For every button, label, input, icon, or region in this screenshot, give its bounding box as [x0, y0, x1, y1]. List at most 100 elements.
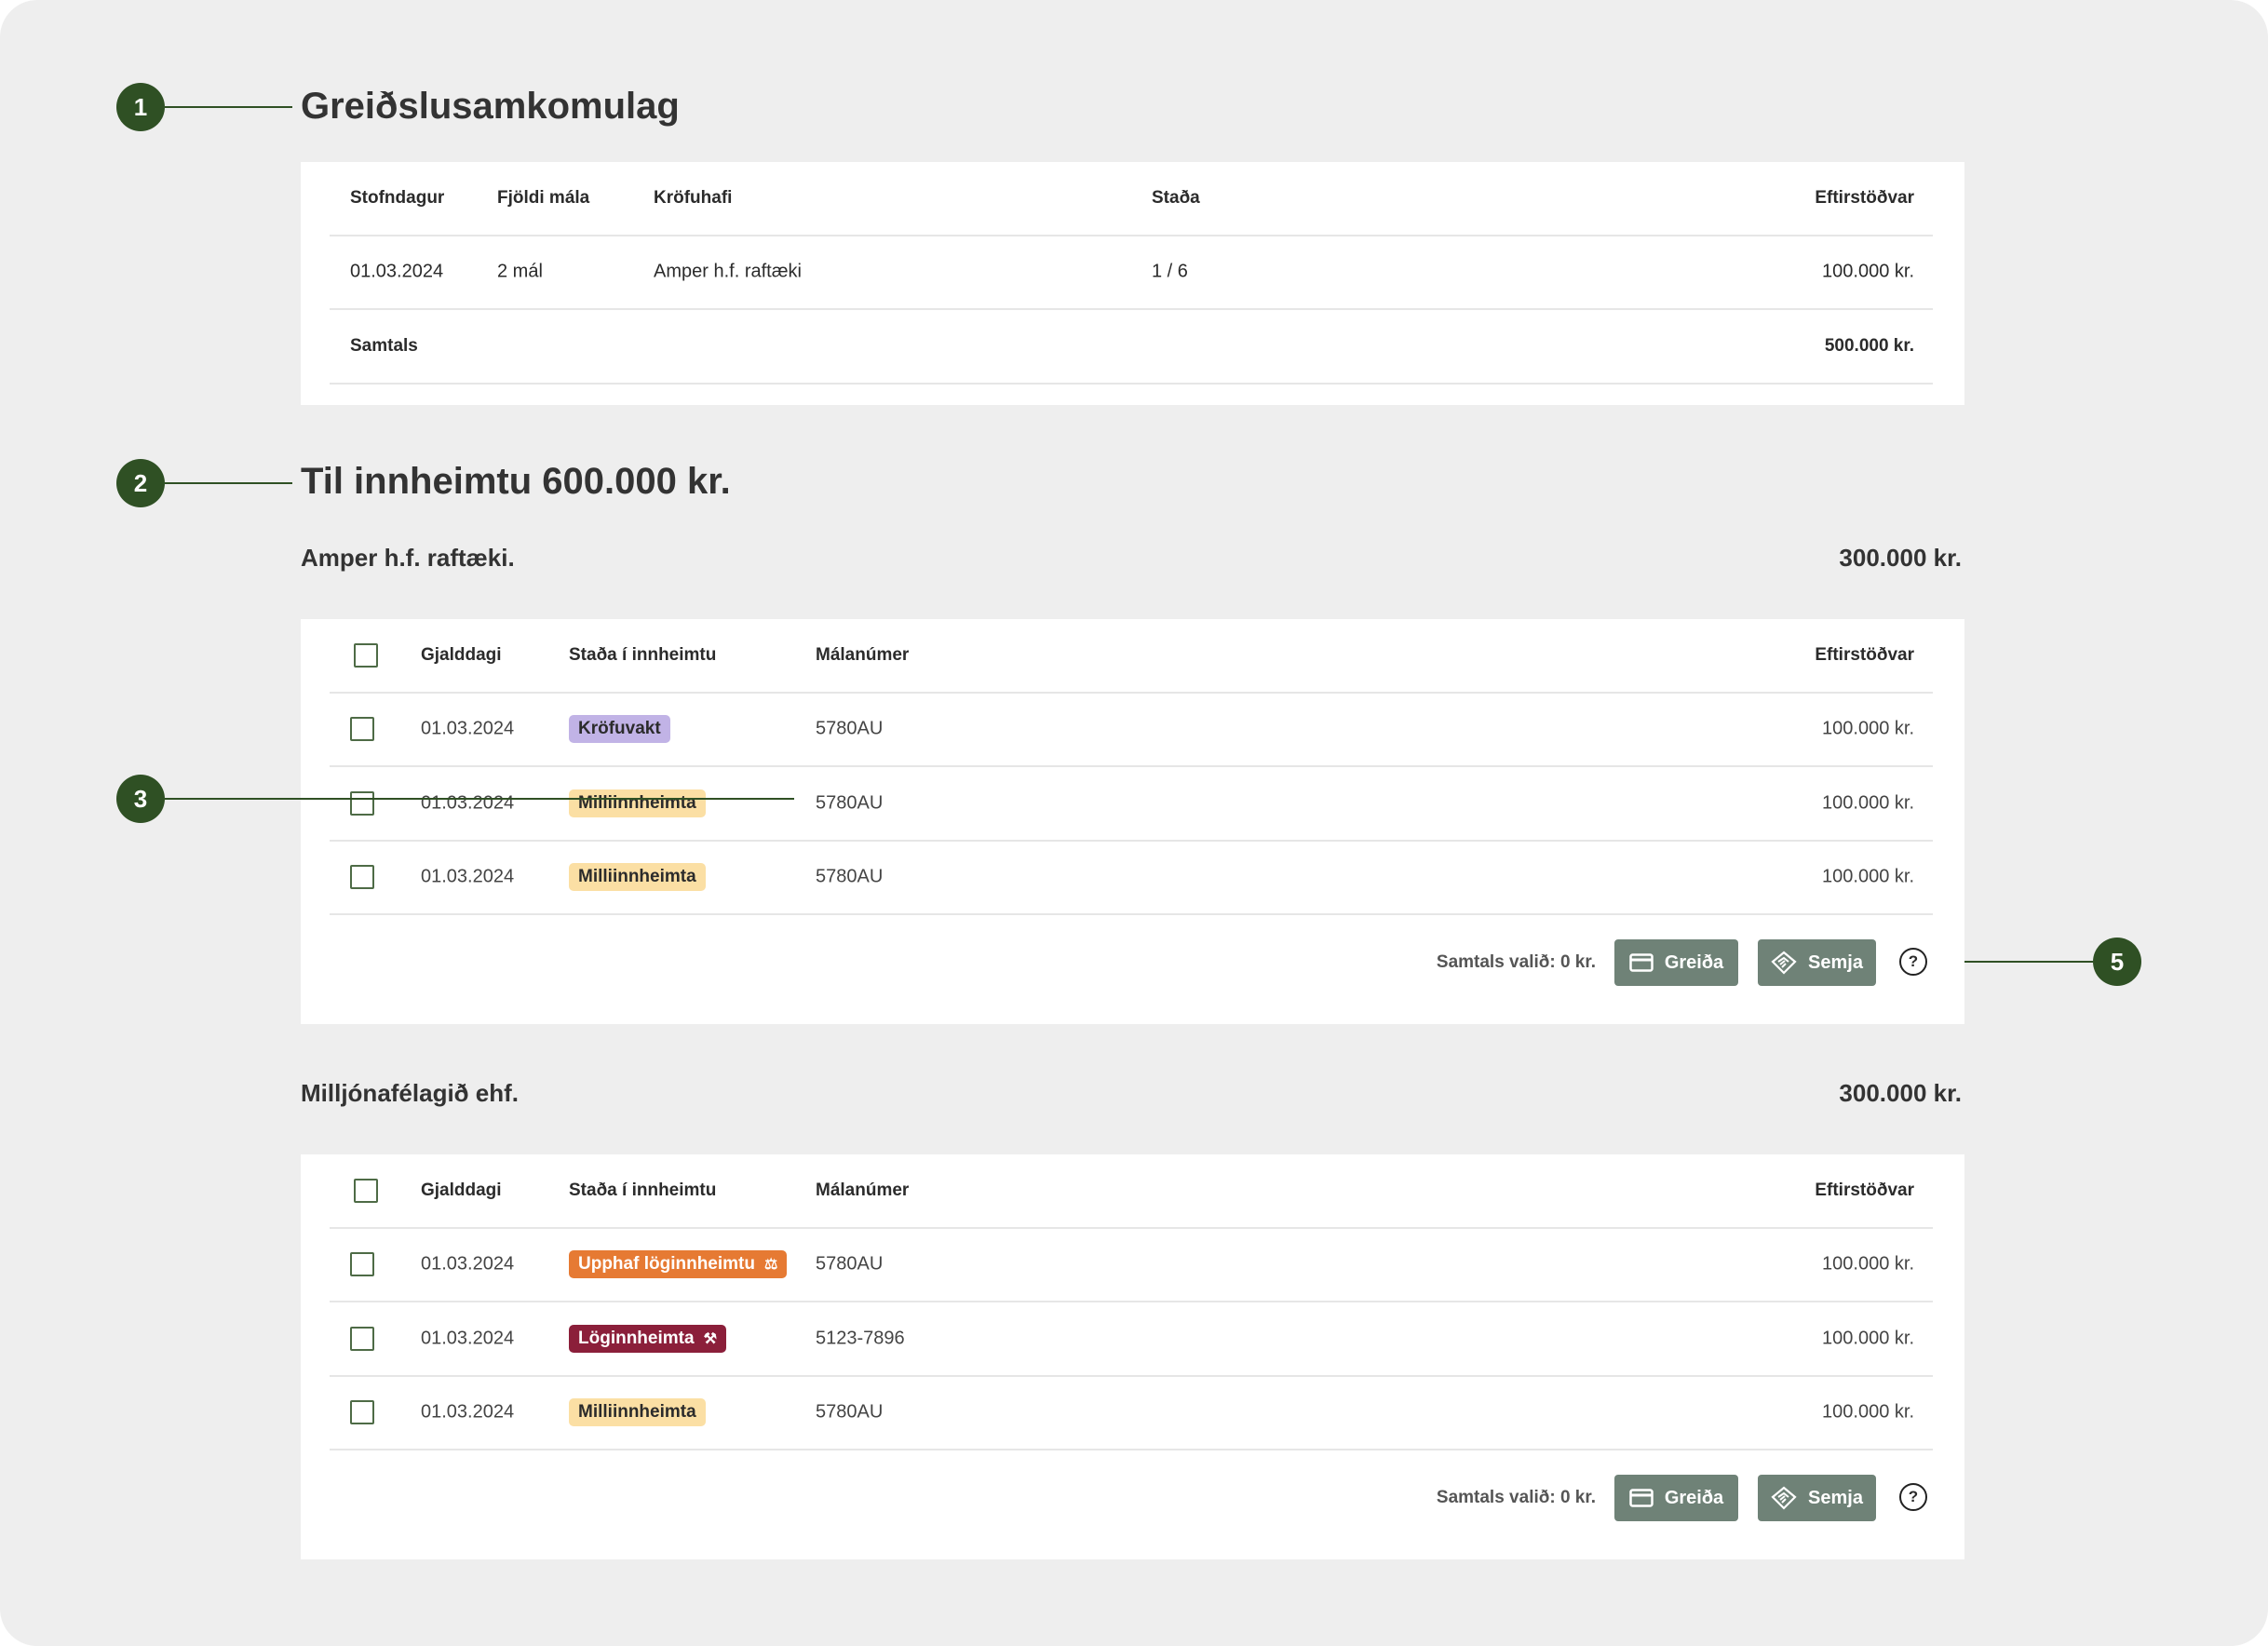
col-stofndagur: Stofndagur [350, 187, 445, 208]
cell-due-date: 01.03.2024 [421, 1253, 515, 1275]
cell-case-number: 5123-7896 [816, 1328, 905, 1349]
row-checkbox[interactable] [350, 1400, 374, 1425]
creditor-card: Gjalddagi Staða í innheimtu Málanúmer Ef… [301, 1154, 1964, 1559]
status-label: Milliinnheimta [578, 1402, 696, 1423]
cell-due-date: 01.03.2024 [421, 718, 515, 739]
col-fjoldi-mala: Fjöldi mála [497, 187, 590, 208]
status-badge: Kröfuvakt [569, 715, 670, 744]
cell-case-number: 5780AU [816, 792, 884, 814]
pay-button[interactable]: Greiða [1614, 1475, 1738, 1521]
selected-total: Samtals valið: 0 kr. [1436, 1488, 1596, 1507]
status-badge: Upphaf löginnheimtu ⚖ [569, 1250, 788, 1279]
status-badge: Milliinnheimta [569, 1398, 706, 1427]
cell-creditor: Amper h.f. raftæki [654, 261, 802, 282]
row-checkbox[interactable] [350, 865, 374, 890]
cell-balance: 100.000 kr. [1822, 718, 1914, 739]
row-checkbox[interactable] [350, 717, 374, 742]
agreement-total-row: Samtals 500.000 kr. [330, 310, 1933, 385]
scales-icon: ⚖ [763, 1257, 778, 1274]
pay-button[interactable]: Greiða [1614, 939, 1738, 986]
status-label: Upphaf löginnheimtu [578, 1254, 755, 1275]
cell-case-number: 5780AU [816, 866, 884, 887]
claim-row[interactable]: 01.03.2024 Milliinnheimta 5780AU 100.000 kr… [330, 842, 1933, 915]
cell-status: 1 / 6 [1152, 261, 1188, 282]
status-label: Milliinnheimta [578, 867, 696, 887]
col-gjalddagi: Gjalddagi [421, 1180, 502, 1200]
collection-title: Til innheimtu 600.000 kr. [301, 461, 731, 502]
annotation-marker-5: 5 [2093, 938, 2141, 986]
annotation-marker-2: 2 [116, 459, 165, 507]
cell-case-number: 5780AU [816, 1401, 884, 1423]
creditor-name: Amper h.f. raftæki. [301, 544, 515, 572]
cell-due-date: 01.03.2024 [421, 866, 515, 887]
claims-table: Gjalddagi Staða í innheimtu Málanúmer Ef… [330, 1154, 1933, 1450]
cell-count: 2 mál [497, 261, 543, 282]
claim-row[interactable]: 01.03.2024 Kröfuvakt 5780AU 100.000 kr. [330, 694, 1933, 767]
cell-balance: 100.000 kr. [1822, 1328, 1914, 1349]
handshake-icon [1771, 951, 1797, 975]
total-label: Samtals [350, 335, 418, 356]
row-checkbox[interactable] [350, 790, 374, 816]
cell-case-number: 5780AU [816, 718, 884, 739]
row-checkbox[interactable] [350, 1326, 374, 1351]
col-eftirstodvar: Eftirstöðvar [1815, 1180, 1914, 1200]
col-gjalddagi: Gjalddagi [421, 644, 502, 665]
col-eftirstodvar: Eftirstöðvar [1815, 644, 1914, 665]
claims-footer: Samtals valið: 0 kr. Greiða Semja ? [301, 1470, 1964, 1526]
creditor-name: Milljónafélagið ehf. [301, 1079, 520, 1107]
cell-due-date: 01.03.2024 [421, 792, 515, 814]
agreement-card: Stofndagur Fjöldi mála Kröfuhafi Staða E… [301, 162, 1964, 405]
cell-date: 01.03.2024 [350, 261, 444, 282]
creditor-card: Gjalddagi Staða í innheimtu Málanúmer Ef… [301, 619, 1964, 1024]
claim-row[interactable]: 01.03.2024 Upphaf löginnheimtu ⚖ 5780AU 100.… [330, 1229, 1933, 1302]
negotiate-button[interactable]: Semja [1758, 1475, 1876, 1521]
claims-header-row: Gjalddagi Staða í innheimtu Málanúmer Ef… [330, 1154, 1933, 1229]
cell-balance: 100.000 kr. [1822, 1401, 1914, 1423]
help-icon[interactable]: ? [1899, 1483, 1927, 1511]
agreement-title: Greiðslusamkomulag [301, 86, 680, 127]
select-all-checkbox[interactable] [354, 1178, 378, 1203]
negotiate-label: Semja [1808, 951, 1863, 973]
col-malanumer: Málanúmer [816, 644, 910, 665]
creditor-total: 300.000 kr. [1839, 544, 1962, 572]
agreement-table: Stofndagur Fjöldi mála Kröfuhafi Staða E… [330, 162, 1933, 385]
agreement-row[interactable]: 01.03.2024 2 mál Amper h.f. raftæki 1 / … [330, 236, 1933, 310]
pay-label: Greiða [1664, 1487, 1724, 1508]
creditor-total: 300.000 kr. [1839, 1079, 1962, 1107]
cell-due-date: 01.03.2024 [421, 1328, 515, 1349]
status-label: Kröfuvakt [578, 719, 661, 739]
selected-total: Samtals valið: 0 kr. [1436, 952, 1596, 972]
pay-label: Greiða [1664, 951, 1724, 973]
annotation-line-5 [1947, 961, 2093, 963]
negotiate-label: Semja [1808, 1487, 1863, 1508]
annotation-line-1 [165, 106, 292, 108]
cell-balance: 100.000 kr. [1822, 866, 1914, 887]
cell-due-date: 01.03.2024 [421, 1401, 515, 1423]
total-value: 500.000 kr. [1824, 335, 1914, 356]
annotation-line-2 [165, 482, 292, 484]
help-icon[interactable]: ? [1899, 948, 1927, 976]
cell-balance: 100.000 kr. [1822, 792, 1914, 814]
status-badge: Milliinnheimta [569, 863, 706, 892]
claim-row[interactable]: 01.03.2024 Milliinnheimta 5780AU 100.000 kr… [330, 767, 1933, 842]
col-krofuhafi: Kröfuhafi [654, 187, 733, 208]
claims-header-row: Gjalddagi Staða í innheimtu Málanúmer Ef… [330, 619, 1933, 694]
agreement-header-row: Stofndagur Fjöldi mála Kröfuhafi Staða E… [330, 162, 1933, 236]
claim-row[interactable]: 01.03.2024 Löginnheimta ⚒ 5123-7896 100.000 … [330, 1302, 1933, 1377]
claims-footer: Samtals valið: 0 kr. Greiða Semja ? [301, 935, 1964, 991]
cell-balance: 100.000 kr. [1822, 1253, 1914, 1275]
col-malanumer: Málanúmer [816, 1180, 910, 1200]
credit-card-icon [1629, 953, 1654, 972]
col-stada: Staða [1152, 187, 1200, 208]
col-stada-i-innheimtu: Staða í innheimtu [569, 644, 717, 665]
claims-table: Gjalddagi Staða í innheimtu Málanúmer Ef… [330, 619, 1933, 915]
row-checkbox[interactable] [350, 1252, 374, 1277]
status-label: Löginnheimta [578, 1328, 695, 1348]
claim-row[interactable]: 01.03.2024 Milliinnheimta 5780AU 100.000 kr… [330, 1377, 1933, 1450]
annotation-marker-1: 1 [116, 83, 165, 131]
col-eftirstodvar: Eftirstöðvar [1815, 187, 1914, 208]
negotiate-button[interactable]: Semja [1758, 939, 1876, 986]
annotation-line-3 [165, 798, 794, 800]
select-all-checkbox[interactable] [354, 642, 378, 668]
